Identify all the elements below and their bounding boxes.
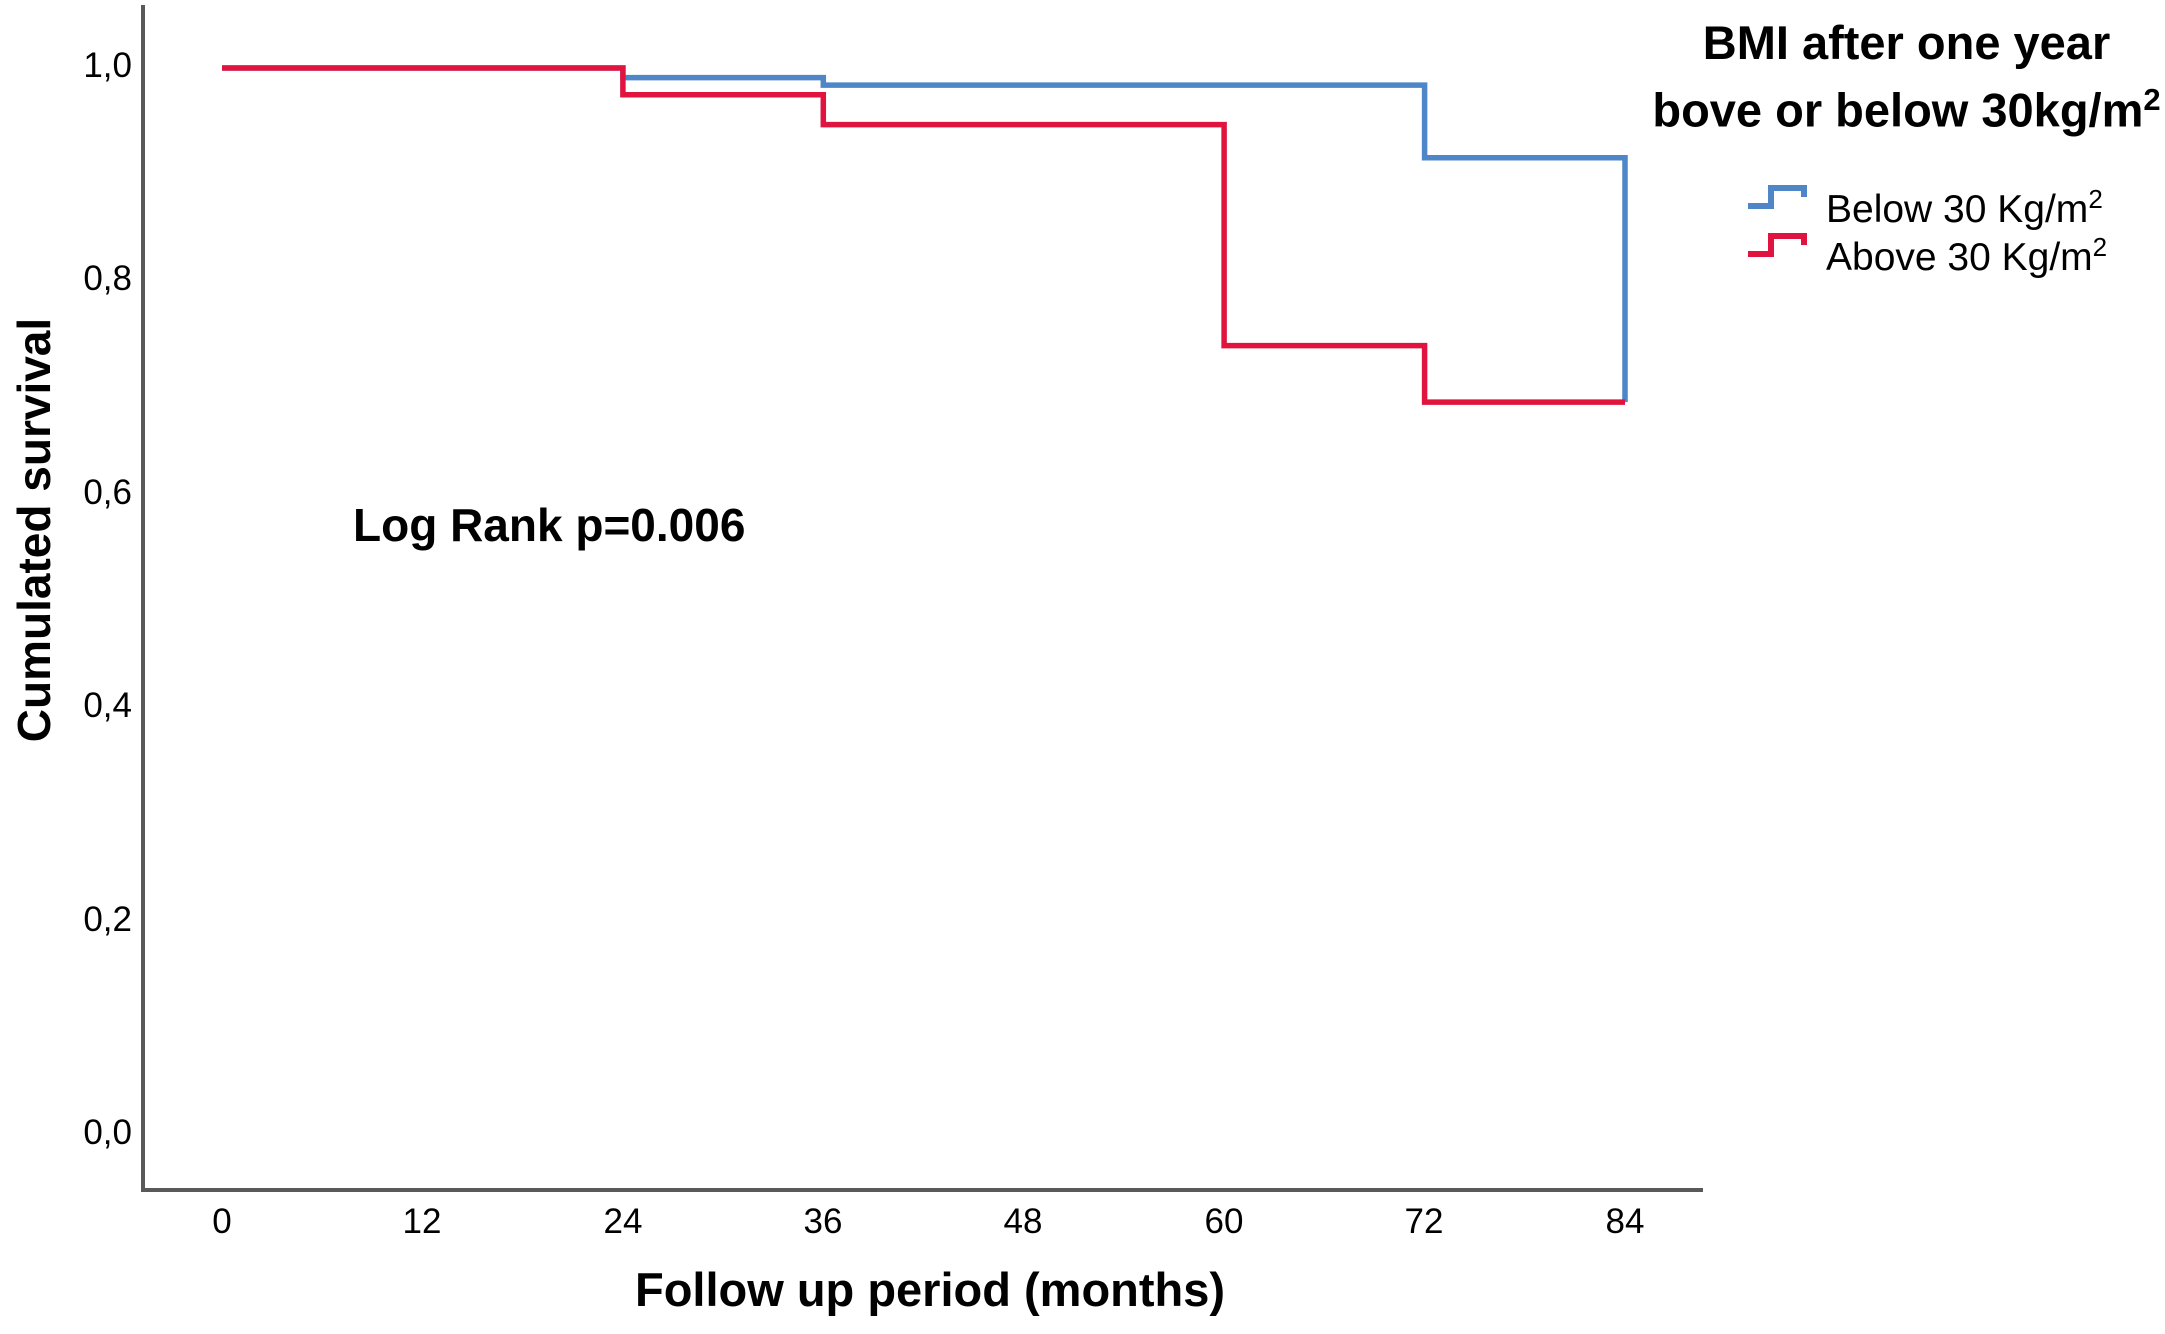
x-tick-label: 72 <box>1404 1202 1444 1241</box>
x-tick-label: 48 <box>1003 1202 1043 1241</box>
y-tick-label: 0,0 <box>83 1113 132 1152</box>
x-tick-label: 0 <box>212 1202 232 1241</box>
y-tick-label: 1,0 <box>83 46 132 85</box>
x-tick-label: 12 <box>402 1202 442 1241</box>
legend-item-superscript: 2 <box>2092 231 2108 262</box>
y-tick-label: 0,4 <box>83 686 132 725</box>
legend-items: Below 30 Kg/m2 Above 30 Kg/m2 <box>1648 177 2165 279</box>
legend-item-above-30: Above 30 Kg/m2 <box>1648 225 2165 279</box>
legend: BMI after one year bove or below 30kg/m2 … <box>1648 14 2165 279</box>
km-step-icon <box>1748 232 1807 257</box>
legend-title-superscript: 2 <box>2143 82 2161 117</box>
y-tick-label: 0,6 <box>83 473 132 512</box>
x-tick-label: 84 <box>1605 1202 1645 1241</box>
x-tick-label: 36 <box>803 1202 843 1241</box>
x-tick-label: 60 <box>1204 1202 1244 1241</box>
y-tick-label: 0,8 <box>83 259 132 298</box>
km-step-icon-path <box>1748 232 1807 257</box>
legend-item-superscript: 2 <box>2088 183 2103 214</box>
x-axis-title: Follow up period (months) <box>634 1263 1226 1316</box>
km-step-icon <box>1748 184 1807 209</box>
legend-item-below-30: Below 30 Kg/m2 <box>1648 177 2165 231</box>
legend-title: BMI after one year bove or below 30kg/m2 <box>1648 14 2165 139</box>
survival-curve-above-30 <box>222 65 1625 405</box>
legend-title-line1: BMI after one year <box>1702 16 2111 69</box>
log-rank-annotation: Log Rank p=0.006 <box>353 499 746 551</box>
legend-item-label: Below 30 Kg/m <box>1826 187 2089 231</box>
x-tick-label: 24 <box>603 1202 643 1241</box>
legend-title-line2: bove or below 30kg/m <box>1652 83 2144 137</box>
legend-item-label: Above 30 Kg/m <box>1826 235 2093 279</box>
survival-curve-below-30 <box>222 65 1628 403</box>
km-step-icon-path <box>1748 184 1807 209</box>
y-axis-title: Cumulated survival <box>8 317 60 743</box>
y-tick-label: 0,2 <box>83 900 132 939</box>
